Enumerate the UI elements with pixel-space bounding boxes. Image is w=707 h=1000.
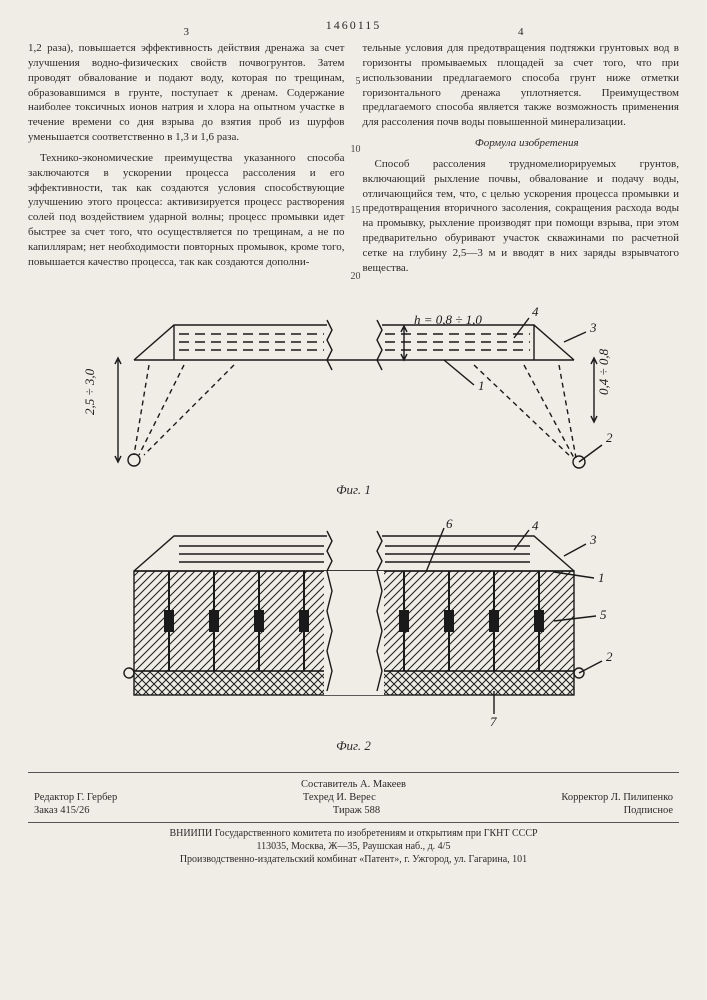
footer-org: ВНИИПИ Государственного комитета по изоб… (28, 827, 679, 840)
fig1-ref3: 3 (589, 320, 597, 335)
left-para-1: 1,2 раза), повышается эффективность дейс… (28, 41, 345, 145)
text-columns: 3 1,2 раза), повышается эффективность де… (28, 41, 679, 282)
fig1-label-left: 2,5 ÷ 3,0 (82, 368, 97, 415)
right-para-1: тельные условия для предотвращения подтя… (363, 41, 680, 130)
footer-tech: Техред И. Верес (303, 792, 376, 803)
page-number: 1460115 (28, 18, 679, 33)
col-num-right: 4 (518, 25, 524, 40)
fig1-ref2: 2 (606, 430, 613, 445)
footer-corrector: Корректор Л. Пилипенко (561, 792, 673, 803)
line-markers: 5 10 15 20 (349, 41, 361, 283)
footer-block: Составитель А. Макеев Редактор Г. Гербер… (28, 772, 679, 823)
footer-signed: Подписное (624, 805, 673, 816)
figures-block: h = 0,8 ÷ 1,0 2,5 ÷ 3,0 0,4 ÷ 0,8 1 2 3 … (28, 290, 679, 754)
fig2-ref1: 1 (598, 570, 605, 585)
fig2-ref7: 7 (490, 714, 497, 729)
footer-order: Заказ 415/26 (34, 805, 89, 816)
fig2-ref2: 2 (606, 649, 613, 664)
figure-2: 6 4 3 1 5 2 7 (74, 516, 634, 736)
left-column: 3 1,2 раза), повышается эффективность де… (28, 41, 345, 282)
fig1-ref1: 1 (478, 378, 485, 393)
fig2-ref6: 6 (446, 516, 453, 531)
formula-title: Формула изобретения (363, 136, 680, 151)
figure-1: h = 0,8 ÷ 1,0 2,5 ÷ 3,0 0,4 ÷ 0,8 1 2 3 … (74, 290, 634, 480)
fig1-label-right: 0,4 ÷ 0,8 (596, 348, 611, 395)
col-num-left: 3 (184, 25, 190, 40)
fig1-caption: Фиг. 1 (28, 482, 679, 498)
footer-compiler: Составитель А. Макеев (301, 779, 406, 790)
fig1-label-h: h = 0,8 ÷ 1,0 (414, 312, 482, 327)
footer-tirazh: Тираж 588 (333, 805, 380, 816)
fig2-ref5: 5 (600, 607, 607, 622)
fig1-ref4: 4 (532, 304, 539, 319)
footer-editor: Редактор Г. Гербер (34, 792, 117, 803)
footer-addr2: Производственно-издательский комбинат «П… (28, 853, 679, 866)
fig2-caption: Фиг. 2 (28, 738, 679, 754)
left-para-2: Технико-экономические преимущества указа… (28, 151, 345, 270)
footer-address: ВНИИПИ Государственного комитета по изоб… (28, 827, 679, 866)
footer-addr1: 113035, Москва, Ж—35, Раушская наб., д. … (28, 840, 679, 853)
right-column: 4 5 10 15 20 тельные условия для предотв… (363, 41, 680, 282)
right-para-formula: Способ рассоления трудномелиорируемых гр… (363, 157, 680, 276)
fig2-ref4: 4 (532, 518, 539, 533)
fig2-ref3: 3 (589, 532, 597, 547)
